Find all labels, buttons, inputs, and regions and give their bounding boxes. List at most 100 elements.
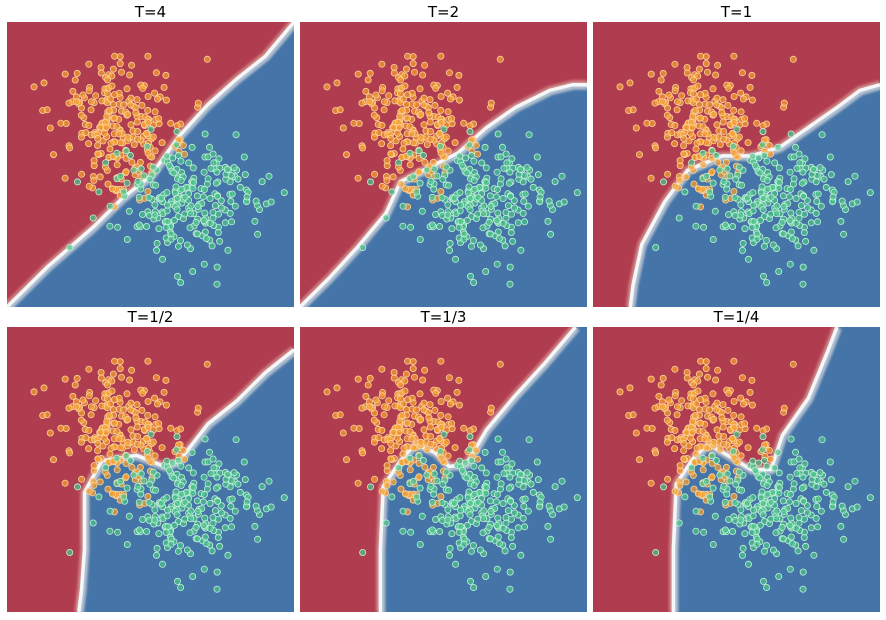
point-green <box>505 484 513 492</box>
point-green <box>790 480 798 488</box>
point-green <box>773 202 781 210</box>
point-orange <box>103 112 111 120</box>
point-green <box>143 447 151 455</box>
point-green <box>427 177 435 185</box>
point-green <box>450 499 458 507</box>
point-orange <box>396 395 404 403</box>
point-green <box>739 239 747 247</box>
point-orange <box>680 150 688 158</box>
point-orange <box>420 94 428 102</box>
point-orange <box>151 89 159 97</box>
point-green <box>213 568 221 576</box>
point-orange <box>737 394 745 402</box>
point-green <box>122 147 130 155</box>
point-green <box>228 495 236 503</box>
point-orange <box>426 135 434 143</box>
point-orange <box>426 118 434 126</box>
point-green <box>427 482 435 490</box>
point-orange <box>151 413 159 421</box>
point-orange <box>143 129 151 137</box>
point-orange <box>342 151 350 159</box>
point-orange <box>144 357 152 365</box>
point-orange <box>396 381 404 389</box>
point-green <box>163 494 171 502</box>
point-orange <box>102 428 110 436</box>
point-green <box>487 507 495 515</box>
point-green <box>527 480 535 488</box>
point-green <box>126 456 134 464</box>
point-green <box>521 523 529 531</box>
point-green <box>74 178 82 186</box>
point-orange <box>671 426 679 434</box>
point-green <box>751 161 759 169</box>
point-green <box>221 524 229 532</box>
point-orange <box>354 70 362 78</box>
point-orange <box>116 365 124 373</box>
point-green <box>122 452 130 460</box>
point-green <box>212 484 220 492</box>
point-orange <box>127 406 135 414</box>
point-orange <box>714 61 722 69</box>
point-orange <box>425 109 433 117</box>
point-green <box>139 516 147 524</box>
point-orange <box>455 96 463 104</box>
point-orange <box>444 452 452 460</box>
point-orange <box>697 357 705 365</box>
point-green <box>785 193 793 201</box>
point-green <box>444 506 452 514</box>
point-orange <box>144 397 152 405</box>
point-orange <box>737 108 745 116</box>
point-green <box>700 528 708 536</box>
point-orange <box>116 444 124 452</box>
point-green <box>769 546 777 554</box>
point-green <box>688 464 696 472</box>
panel-3: T=1 <box>593 3 880 307</box>
point-green <box>813 502 821 510</box>
point-green <box>779 230 787 238</box>
point-orange <box>741 420 749 428</box>
point-orange <box>706 101 714 109</box>
point-green <box>116 477 124 485</box>
point-green <box>181 515 189 523</box>
point-green <box>547 535 555 543</box>
point-orange <box>133 135 141 143</box>
point-green <box>177 176 185 184</box>
point-orange <box>359 144 367 152</box>
point-orange <box>378 365 386 373</box>
point-green <box>735 163 743 171</box>
point-green <box>750 218 758 226</box>
point-orange <box>694 82 702 90</box>
point-orange <box>378 140 386 148</box>
point-green <box>254 535 262 543</box>
point-green <box>801 515 809 523</box>
point-green <box>544 217 552 225</box>
point-orange <box>153 400 161 408</box>
point-orange <box>748 376 756 384</box>
point-orange <box>111 114 119 122</box>
point-green <box>786 216 794 224</box>
point-orange <box>162 376 170 384</box>
point-green <box>759 433 767 441</box>
point-green <box>466 577 474 585</box>
point-orange <box>426 401 434 409</box>
point-green <box>508 460 516 468</box>
point-orange <box>423 445 431 453</box>
point-orange <box>138 101 146 109</box>
point-green <box>759 141 767 149</box>
point-orange <box>657 381 665 389</box>
point-orange <box>383 481 391 489</box>
point-green <box>448 225 456 233</box>
point-green <box>140 477 148 485</box>
point-green <box>181 193 189 201</box>
point-orange <box>106 450 114 458</box>
point-green <box>149 163 157 171</box>
point-orange <box>692 450 700 458</box>
point-green <box>206 194 214 202</box>
point-green <box>416 541 424 549</box>
point-orange <box>101 434 109 442</box>
point-orange <box>155 420 163 428</box>
point-orange <box>401 387 409 395</box>
point-green <box>172 446 180 454</box>
point-green <box>423 471 431 479</box>
point-green <box>251 217 259 225</box>
